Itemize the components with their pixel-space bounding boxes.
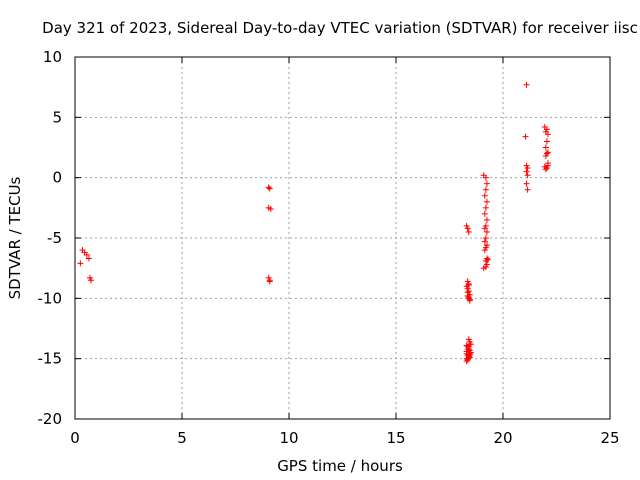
data-point — [482, 235, 489, 241]
data-point — [465, 228, 472, 235]
y-tick-label: 0 — [52, 169, 62, 187]
data-point — [266, 185, 273, 192]
axis-ticks: 0 5 10 15 20 25 -20 -15 -10 -5 0 5 10 — [38, 48, 620, 447]
data-point — [482, 204, 489, 211]
data-point — [544, 162, 551, 169]
y-tick-label: 5 — [52, 108, 62, 126]
y-tick-label: -10 — [38, 289, 63, 307]
data-point — [482, 174, 489, 181]
data-point — [466, 352, 473, 359]
data-point — [542, 152, 549, 159]
data-point — [464, 225, 471, 232]
data-point — [265, 184, 272, 191]
data-point — [267, 206, 274, 213]
data-point — [85, 255, 92, 262]
data-point — [524, 186, 531, 193]
data-point — [522, 133, 529, 140]
data-point — [524, 165, 531, 172]
data-point — [483, 198, 490, 205]
data-point — [466, 296, 473, 303]
x-tick-label: 10 — [279, 429, 298, 447]
data-point — [464, 355, 471, 362]
data-point — [481, 238, 488, 245]
grid — [75, 57, 610, 419]
chart-title: Day 321 of 2023, Sidereal Day-to-day VTE… — [42, 19, 638, 37]
x-tick-label: 0 — [70, 429, 80, 447]
data-point — [481, 247, 488, 254]
data-point — [481, 225, 488, 232]
data-point — [483, 180, 490, 187]
data-point — [544, 131, 551, 138]
data-point — [483, 216, 490, 223]
data-point — [466, 341, 473, 348]
data-point — [266, 278, 273, 285]
data-point — [481, 192, 488, 199]
data-point — [77, 260, 84, 267]
data-point — [523, 180, 530, 187]
y-tick-label: -15 — [38, 350, 63, 368]
x-tick-label: 15 — [386, 429, 405, 447]
data-point — [523, 81, 530, 88]
data-point — [482, 186, 489, 193]
data-point — [464, 289, 471, 296]
data-point — [83, 251, 90, 258]
data-point — [485, 256, 492, 263]
data-point — [465, 288, 472, 295]
y-axis-label: SDTVAR / TECUs — [6, 176, 24, 299]
data-point — [88, 277, 95, 284]
data-point — [543, 138, 550, 145]
x-tick-label: 5 — [177, 429, 187, 447]
data-point — [483, 228, 490, 235]
data-point — [524, 172, 531, 179]
data-point — [523, 168, 530, 175]
x-axis-label: GPS time / hours — [277, 457, 403, 475]
data-point — [542, 166, 549, 173]
x-tick-label: 25 — [600, 429, 619, 447]
data-point — [465, 282, 472, 289]
data-points — [77, 81, 551, 365]
x-tick-label: 20 — [493, 429, 512, 447]
y-tick-label: 10 — [43, 48, 62, 66]
y-tick-label: -5 — [47, 229, 62, 247]
data-point — [542, 144, 549, 151]
data-point — [481, 210, 488, 217]
data-point — [480, 265, 487, 272]
y-tick-label: -20 — [38, 410, 63, 428]
data-point — [544, 149, 551, 156]
